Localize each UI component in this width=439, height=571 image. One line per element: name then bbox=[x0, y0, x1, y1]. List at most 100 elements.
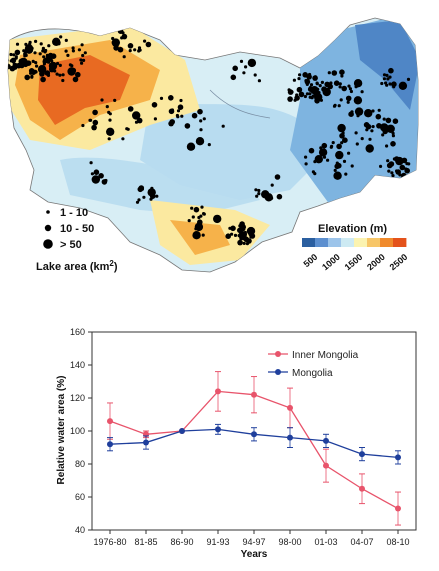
plain-zone-south bbox=[60, 157, 260, 215]
legend-label-small: 1 - 10 bbox=[60, 207, 88, 219]
lake-dot bbox=[195, 137, 205, 146]
lake-area-title-sup: 2 bbox=[109, 259, 114, 268]
y-tick-label: 80 bbox=[75, 459, 85, 469]
lake-dot bbox=[232, 65, 238, 72]
legend-label: Mongolia bbox=[292, 368, 333, 379]
x-tick-label: 98-00 bbox=[278, 537, 301, 547]
lake-dot bbox=[398, 81, 408, 91]
series-mongolia bbox=[107, 423, 401, 465]
lake-dot bbox=[356, 114, 360, 118]
lake-dot bbox=[391, 174, 395, 178]
lake-dot bbox=[391, 131, 395, 135]
lake-dot bbox=[238, 240, 242, 244]
lake-dot bbox=[353, 96, 363, 105]
lake-dot bbox=[375, 113, 382, 120]
lake-dot bbox=[46, 60, 51, 64]
lake-dot bbox=[33, 69, 38, 73]
lake-dot bbox=[315, 81, 319, 85]
lake-dot bbox=[24, 74, 31, 81]
lake-dot bbox=[384, 81, 388, 85]
lake-dot bbox=[201, 233, 205, 237]
lake-dot bbox=[53, 69, 57, 73]
lake-dot bbox=[386, 159, 390, 163]
lake-dot bbox=[331, 70, 338, 76]
lake-dot bbox=[191, 215, 195, 219]
legend-marker bbox=[275, 369, 281, 375]
lake-dot bbox=[197, 219, 203, 225]
lake-dot bbox=[354, 131, 358, 135]
lake-dot bbox=[274, 174, 281, 180]
lake-dot bbox=[340, 74, 344, 78]
lake-dot bbox=[153, 117, 157, 121]
elevation-tick-label: 2500 bbox=[388, 252, 410, 273]
lake-dot bbox=[191, 112, 198, 119]
lake-dot bbox=[108, 112, 112, 116]
lake-dot bbox=[365, 144, 374, 153]
elevation-colorbar bbox=[302, 238, 407, 247]
lake-dot bbox=[58, 73, 62, 77]
lake-dot bbox=[382, 73, 387, 77]
lake-dot bbox=[14, 56, 18, 60]
lake-dot bbox=[242, 71, 246, 75]
lake-dot bbox=[318, 84, 322, 88]
lake-dot bbox=[23, 54, 27, 58]
lake-dot bbox=[88, 118, 92, 122]
lake-dot bbox=[309, 83, 314, 87]
lake-dot bbox=[257, 192, 261, 196]
lake-dot bbox=[15, 42, 20, 46]
lake-dot bbox=[314, 155, 323, 164]
lakes bbox=[8, 28, 411, 246]
peak-zone bbox=[38, 55, 130, 125]
y-tick-label: 120 bbox=[70, 393, 85, 403]
lake-dot bbox=[341, 85, 348, 92]
lake-dot bbox=[230, 225, 236, 232]
lake-dot bbox=[304, 155, 308, 159]
lake-dot bbox=[340, 141, 344, 145]
lake-dot bbox=[12, 53, 16, 57]
lake-dot bbox=[127, 106, 134, 112]
lake-dot bbox=[38, 52, 42, 56]
lake-dot bbox=[350, 164, 354, 168]
lake-dot bbox=[169, 119, 175, 125]
legend-label-large: > 50 bbox=[60, 239, 82, 251]
lake-dot bbox=[276, 193, 283, 200]
lake-dot bbox=[202, 117, 206, 121]
lake-dot bbox=[253, 73, 257, 77]
lake-dot bbox=[113, 45, 119, 51]
elevation-swatch bbox=[367, 238, 381, 247]
lake-dot bbox=[333, 168, 337, 172]
lake-dot bbox=[334, 163, 341, 170]
lake-dot bbox=[342, 138, 346, 142]
lake-dot bbox=[326, 158, 330, 162]
lake-dot bbox=[31, 59, 35, 64]
lake-dot bbox=[327, 83, 334, 90]
lake-dot bbox=[335, 150, 344, 160]
lake-dot bbox=[385, 73, 389, 77]
lake-dot bbox=[75, 71, 81, 78]
lake-dot bbox=[391, 134, 395, 138]
lake-dot bbox=[61, 78, 65, 83]
legend-label-medium: 10 - 50 bbox=[60, 223, 94, 235]
legend-dot-medium bbox=[44, 224, 52, 232]
lake-dot bbox=[177, 104, 184, 110]
lake-dot bbox=[354, 85, 358, 89]
lake-dot bbox=[42, 55, 46, 59]
legend-marker bbox=[275, 351, 281, 357]
lake-dot bbox=[64, 49, 68, 53]
lake-dot bbox=[391, 179, 397, 185]
lake-dot bbox=[354, 107, 364, 116]
lake-dot bbox=[91, 124, 97, 131]
lake-dot bbox=[316, 87, 320, 91]
lake-dot bbox=[257, 188, 261, 193]
lake-dot bbox=[239, 59, 244, 64]
data-point bbox=[395, 454, 401, 461]
lake-dot bbox=[344, 172, 348, 176]
lake-dot bbox=[382, 117, 386, 121]
lake-dot bbox=[199, 128, 203, 132]
lake-dot bbox=[207, 143, 211, 147]
lake-dot bbox=[308, 92, 312, 96]
lake-dot bbox=[365, 123, 372, 130]
y-axis-label: Relative water area (%) bbox=[56, 376, 67, 485]
lake-dot bbox=[80, 43, 84, 47]
lake-dot bbox=[312, 75, 318, 81]
